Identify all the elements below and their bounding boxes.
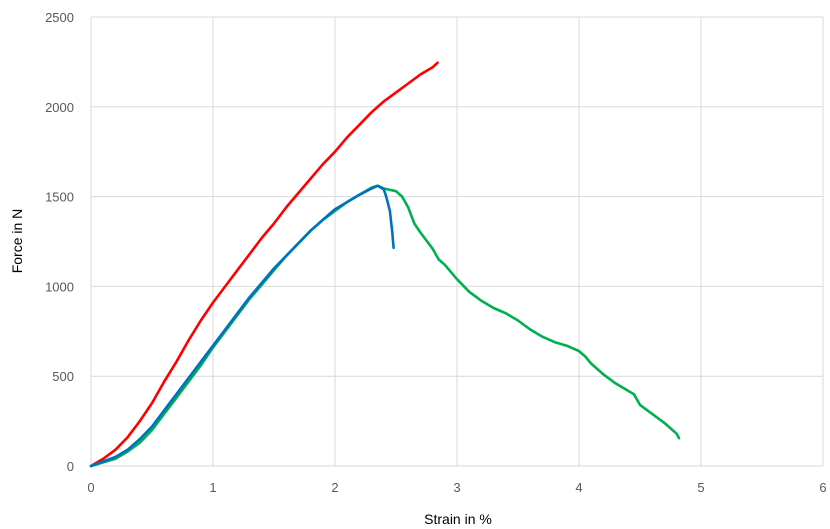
y-tick-labels: 0 500 1000 1500 2000 2500 xyxy=(45,10,74,474)
x-tick-label: 4 xyxy=(575,480,582,495)
y-tick-label: 2500 xyxy=(45,10,74,25)
x-tick-label: 2 xyxy=(331,480,338,495)
series-line-1 xyxy=(89,61,439,468)
series-line-2 xyxy=(89,184,681,468)
y-tick-label: 2000 xyxy=(45,100,74,115)
y-tick-label: 1000 xyxy=(45,279,74,294)
x-tick-label: 0 xyxy=(87,480,94,495)
series-lines xyxy=(89,61,681,468)
x-tick-label: 3 xyxy=(453,480,460,495)
x-tick-labels: 0 1 2 3 4 5 6 xyxy=(87,480,826,495)
y-tick-label: 1500 xyxy=(45,190,74,205)
y-axis-title: Force in N xyxy=(9,209,25,274)
y-tick-label: 0 xyxy=(67,459,74,474)
grid xyxy=(90,16,824,467)
x-tick-label: 6 xyxy=(819,480,826,495)
x-axis-title: Strain in % xyxy=(424,511,492,527)
x-tick-label: 1 xyxy=(209,480,216,495)
x-tick-label: 5 xyxy=(697,480,704,495)
series-line-3 xyxy=(89,184,395,468)
y-tick-label: 500 xyxy=(52,369,74,384)
